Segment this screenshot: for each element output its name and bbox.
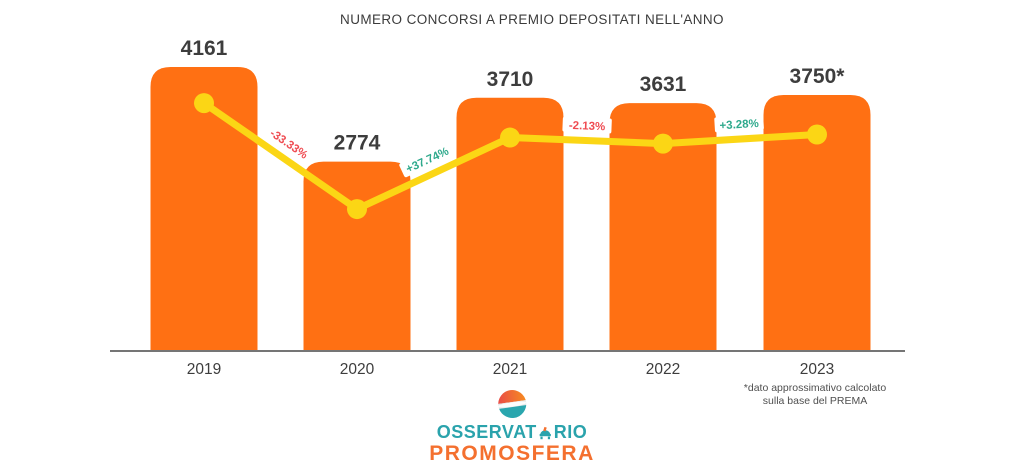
bar-2020: [303, 161, 411, 351]
trend-dot-2019: [194, 93, 214, 114]
bar-2021: [456, 97, 564, 352]
footnote-line1: *dato approssimativo calcolato: [743, 382, 887, 394]
logo-word1-pre: OSSERVAT: [436, 422, 537, 442]
bar-2022: [609, 103, 717, 351]
pct-chip: [562, 116, 612, 134]
trend-dot-2023: [807, 124, 827, 145]
logo-wordmark-osservatorio: OSSERVAT RIO: [437, 422, 588, 443]
bar-2019: [150, 67, 258, 351]
trend-dot-2022: [653, 133, 673, 154]
logo-wordmark-promosfera: PROMOSFERA: [429, 442, 595, 465]
bar-2023: [763, 95, 871, 351]
chart-title: NUMERO CONCORSI A PREMIO DEPOSITATI NELL…: [340, 12, 724, 27]
footnote: *dato approssimativo calcolato sulla bas…: [700, 382, 930, 408]
globe-sphere-icon: [496, 388, 528, 420]
logo-word1-post: RIO: [553, 422, 588, 442]
year-label-2022: 2022: [646, 361, 680, 378]
pct-change-label: -2.13%: [569, 120, 606, 133]
bar-value-label-2021: 3710: [487, 68, 534, 91]
pct-change-label: +3.28%: [719, 118, 759, 132]
trend-dot-2020: [347, 199, 367, 220]
pct-change-label-group: -2.13%: [562, 116, 612, 134]
bar-value-label-2022: 3631: [640, 73, 687, 96]
pct-chip: [263, 122, 316, 165]
year-label-2020: 2020: [340, 361, 375, 378]
trend-dot-2021: [500, 127, 520, 148]
promosfera-logo: OSSERVAT RIO PROMOSFERA: [429, 388, 595, 466]
bar-value-label-2020: 2774: [334, 132, 381, 155]
pct-chip: [714, 114, 764, 133]
bar-value-label-2019: 4161: [181, 37, 228, 60]
year-label-2021: 2021: [493, 361, 527, 378]
pct-change-label-group: +37.74%: [399, 141, 455, 178]
footnote-line2: sulla base del PREMA: [762, 395, 868, 407]
year-label-2023: 2023: [800, 361, 834, 378]
pct-change-label-group: +3.28%: [714, 114, 764, 133]
year-label-2019: 2019: [187, 361, 221, 378]
bar-value-label-2023: 3750*: [790, 65, 846, 88]
observatory-dome-icon: [539, 426, 551, 440]
pct-chip: [399, 141, 455, 178]
